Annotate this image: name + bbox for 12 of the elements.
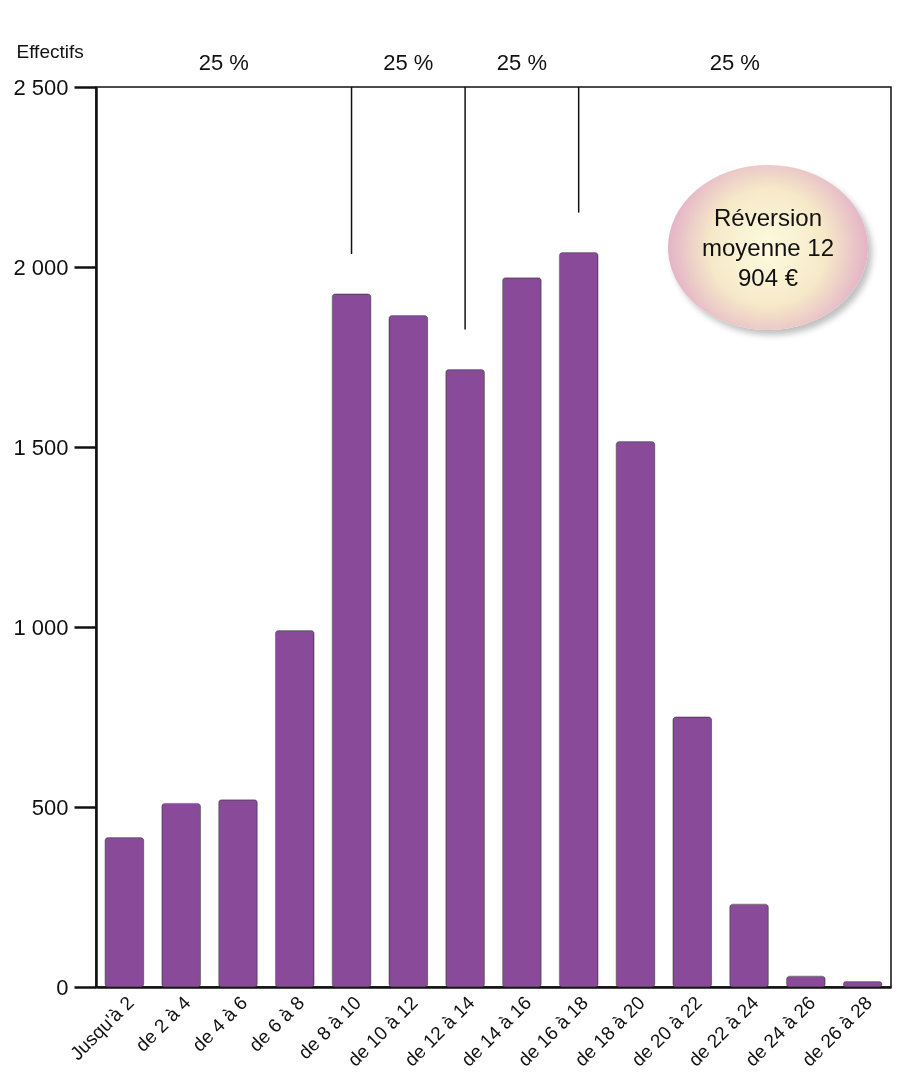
y-tick-label: 1 500 — [13, 434, 69, 460]
y-tick-label: 500 — [31, 794, 69, 820]
y-tick-label: 0 — [56, 974, 69, 1000]
text: 25 % — [198, 50, 249, 75]
text: 25 % — [709, 50, 760, 75]
y-tick-label: 2 500 — [13, 74, 69, 100]
annotation: Réversion moyenne 12 904 € — [700, 202, 836, 293]
text: 25 % — [496, 50, 547, 75]
y-axis-title: Effectifs — [16, 40, 84, 62]
y-tick-label: 2 000 — [13, 254, 69, 280]
y-tick-label: 1 000 — [13, 614, 69, 640]
text: 25 % — [383, 50, 434, 75]
